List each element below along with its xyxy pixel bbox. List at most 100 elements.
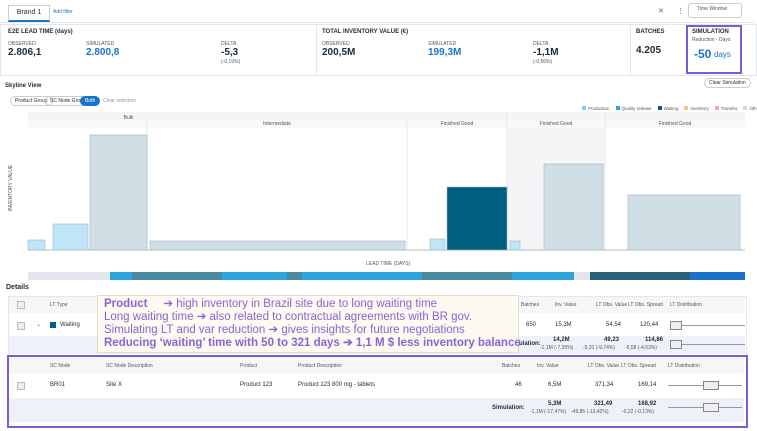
col-header: LT Distribution xyxy=(670,302,702,308)
kpi-label: SIMULATED xyxy=(86,41,115,47)
tab[interactable]: Brand 1 xyxy=(8,5,50,22)
annotation-label: Product xyxy=(104,298,148,310)
col-header: Inv. Value xyxy=(537,363,559,369)
time-window[interactable]: Time Window xyxy=(688,3,742,18)
legend-swatch xyxy=(743,106,748,110)
cell: Product 123 800 mg - tablets xyxy=(298,382,376,388)
cell-delta: -1,1M (-7,35%) xyxy=(540,345,574,351)
sim-label: Simulation: xyxy=(492,405,525,411)
legend-item[interactable]: Waiting xyxy=(657,106,679,111)
legend-item[interactable]: Transfer xyxy=(714,106,738,111)
col-header: Batches xyxy=(521,302,540,308)
kpi-value: 4.205 xyxy=(636,45,662,56)
legend-item[interactable]: Inventory xyxy=(684,106,709,111)
clear-selection[interactable]: Clear selection xyxy=(103,98,137,104)
cell: 169,14 xyxy=(638,382,657,388)
sim-label: Simulation: xyxy=(508,341,541,347)
kpi-label: DELTA xyxy=(221,41,237,47)
distribution-box xyxy=(670,340,682,349)
cell: 120,44 xyxy=(640,322,659,328)
close-icon[interactable]: ✕ xyxy=(658,8,664,15)
section-title: Skyline View xyxy=(5,83,42,89)
annotation-text: Reducing ‘waiting’ time with 50 to 321 d… xyxy=(104,337,521,349)
kpi-value: 2.800,8 xyxy=(86,47,120,58)
cell: 371,34 xyxy=(595,382,614,388)
cell: BR01 xyxy=(50,382,66,388)
sim-subtitle: Reduction - Days xyxy=(692,37,731,43)
kpi-pct: (-0,56%) xyxy=(533,59,553,65)
cell: 46 xyxy=(515,382,522,388)
group-band xyxy=(28,120,745,128)
table-header xyxy=(9,357,744,373)
toggle[interactable]: Both xyxy=(80,96,101,106)
checkbox[interactable] xyxy=(17,382,25,390)
kpi-value: -5,3 xyxy=(221,47,239,58)
legend-label: Other xyxy=(749,106,757,111)
annotation-text: Long waiting time ➔ also related to cont… xyxy=(104,311,473,323)
legend-swatch xyxy=(684,106,689,110)
cell: 114,86 xyxy=(645,337,664,343)
distribution-box xyxy=(703,403,719,412)
group-label: Bulk xyxy=(123,115,134,121)
legend-swatch xyxy=(582,106,586,110)
distribution-box xyxy=(670,321,682,330)
cell: 5,3M xyxy=(548,401,562,407)
group-label: Intermediate xyxy=(263,121,291,127)
kpi-value: 2.806,1 xyxy=(8,47,42,58)
kpi-value: 200,5M xyxy=(322,47,356,58)
group-label: Finished Good xyxy=(440,121,474,127)
legend-item[interactable]: Other xyxy=(743,106,757,111)
kpi-label: DELTA xyxy=(533,41,549,47)
checkbox[interactable] xyxy=(17,322,25,330)
legend-label: Production xyxy=(588,106,610,111)
col-header: LT Type xyxy=(50,302,68,308)
annotation-text: ➔ high inventory in Brazil site due to l… xyxy=(163,298,438,310)
kpi-value: 199,3M xyxy=(428,47,462,58)
checkbox[interactable] xyxy=(17,301,25,309)
annotation: Product ➔ high inventory in Brazil site … xyxy=(97,295,521,353)
section-title: Details xyxy=(6,284,29,291)
col-header: SC Node Description xyxy=(106,363,153,369)
kpi-title: BATCHES xyxy=(636,29,665,35)
distribution xyxy=(670,344,745,345)
cell-delta: -1,1M (-17,47%) xyxy=(530,409,567,415)
cell: 650 xyxy=(526,322,537,328)
kpi-value: -1,1M xyxy=(533,47,559,58)
kpi-title: TOTAL INVENTORY VALUE (€) xyxy=(322,29,409,35)
expand-chevron[interactable]: ⌄ xyxy=(36,322,42,328)
header-band xyxy=(28,112,745,120)
sim-unit: days xyxy=(714,50,731,59)
group-label: Finished Good xyxy=(539,121,573,127)
annotation-text: Simulating LT and var reduction ➔ gives … xyxy=(104,324,465,336)
legend-swatch xyxy=(615,106,620,110)
kpi-title: E2E LEAD TIME (days) xyxy=(8,29,73,35)
sim-value[interactable]: -50 xyxy=(694,47,712,61)
menu-icon[interactable]: ⋮ xyxy=(677,8,684,15)
lt-type-swatch xyxy=(50,322,56,328)
clear-simulation[interactable]: Clear Simulation xyxy=(704,78,751,88)
distribution xyxy=(670,325,745,326)
cell: Product 123 xyxy=(240,382,273,388)
legend-item[interactable]: Quality release xyxy=(615,106,652,111)
legend-label: Transfer xyxy=(720,106,738,111)
x-axis-label: LEAD TIME (DAYS) xyxy=(366,261,411,267)
toggle[interactable]: Product Group xyxy=(10,96,53,106)
kpi-label: OBSERVED xyxy=(322,41,350,47)
legend-label: Waiting xyxy=(663,106,679,111)
cell: 321,49 xyxy=(594,401,613,407)
col-header: Product Description xyxy=(298,363,342,369)
legend-item[interactable]: Production xyxy=(582,106,610,111)
col-header: LT Obs. Spread xyxy=(621,363,656,369)
legend-swatch xyxy=(657,106,662,110)
col-header: Product xyxy=(240,363,258,369)
col-header: Batches xyxy=(502,363,521,369)
divider xyxy=(316,24,317,74)
y-axis-label: INVENTORY VALUE xyxy=(8,164,15,212)
cell-delta: -49,85 (-13,42%) xyxy=(571,409,609,415)
timeline xyxy=(28,272,745,280)
cell: 14,2M xyxy=(553,337,570,343)
legend: Production Quality release Waiting Inventor… xyxy=(582,97,757,115)
col-header: SC Node xyxy=(50,363,71,369)
add-filter[interactable]: Add filter xyxy=(53,9,73,15)
